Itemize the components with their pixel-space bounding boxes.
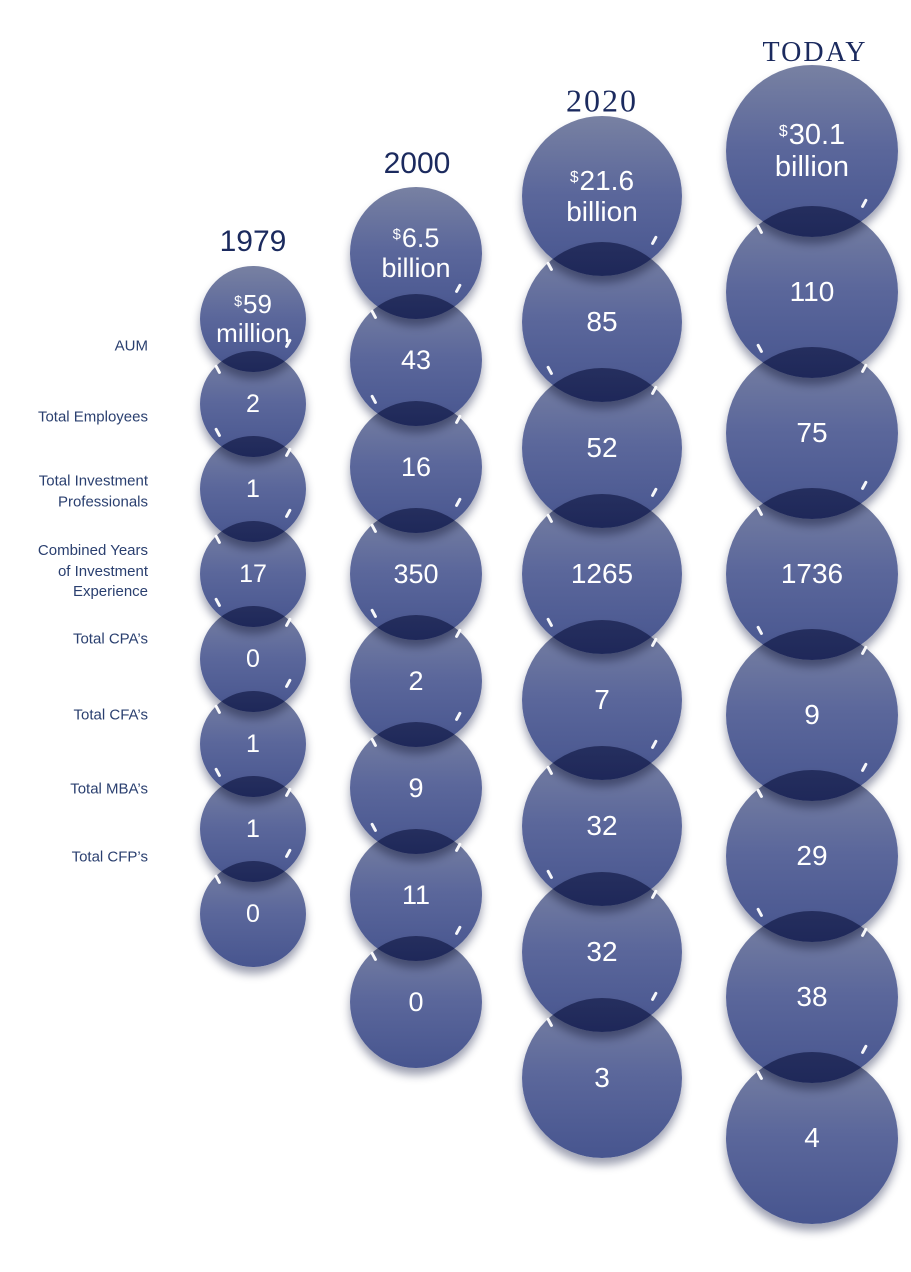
bubble-1979-aum: $59 million: [200, 266, 306, 372]
bubble-today-aum: $30.1 billion: [726, 65, 898, 237]
row-label-total-employees: Total Employees: [37, 408, 148, 426]
column-header-2020: 2020: [566, 82, 638, 119]
currency-symbol: $: [234, 293, 243, 310]
row-label-combined-years-experience: Combined Years of Investment Experience: [37, 541, 148, 601]
column-header-2000: 2000: [383, 147, 451, 180]
row-label-aum: AUM: [114, 337, 148, 355]
row-label-total-cfps: Total CFP’s: [71, 848, 148, 866]
row-label-total-mbas: Total MBA’s: [70, 780, 148, 798]
row-label-total-cpas: Total CPA’s: [72, 630, 148, 648]
row-label-total-cfas: Total CFA’s: [73, 706, 148, 724]
bubble-today-total-investment-professionals: 75: [726, 347, 898, 519]
currency-symbol: $: [569, 168, 579, 186]
currency-symbol: $: [778, 122, 788, 140]
bubble-2020-aum: $21.6 billion: [522, 116, 682, 276]
row-label-total-investment-professionals: Total Investment Professionals: [38, 472, 148, 510]
column-header-today: TODAY: [762, 37, 868, 68]
currency-symbol: $: [392, 227, 401, 244]
bubble-2000-aum: $6.5 billion: [350, 187, 482, 319]
column-header-1979: 1979: [219, 225, 287, 258]
